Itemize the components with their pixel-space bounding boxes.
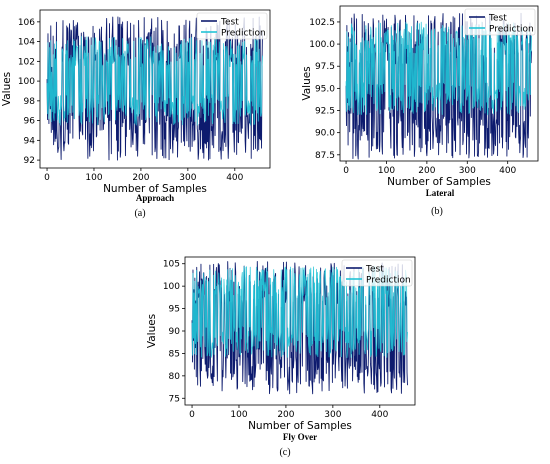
chart-b-ytick-label: 90.0 <box>315 129 335 139</box>
chart-a-ytick-label: 94 <box>24 136 36 146</box>
chart-a-ytick-label: 96 <box>24 117 36 127</box>
chart-c-ytick-label: 80 <box>169 372 181 382</box>
chart-b-xtick-label: 300 <box>459 166 476 176</box>
chart-b-sublabel: (b) <box>431 206 443 217</box>
chart-b-ytick-label: 97.5 <box>315 62 335 72</box>
chart-c-xtick-label: 0 <box>189 410 195 420</box>
chart-a-xtick-label: 400 <box>226 173 243 183</box>
chart-b-ytick-label: 102.5 <box>309 18 335 28</box>
chart-c-legend-label-prediction: Prediction <box>366 276 411 286</box>
chart-c-xtick-label: 300 <box>324 410 341 420</box>
chart-b-ytick-label: 92.5 <box>315 107 335 117</box>
chart-c-ytick-label: 95 <box>169 305 180 315</box>
chart-c-ytick-label: 105 <box>163 260 180 270</box>
chart-c-title: Fly Over <box>282 432 318 442</box>
chart-c-series-prediction-line <box>191 265 408 359</box>
chart-c-xtick-label: 100 <box>230 410 247 420</box>
chart-b-series-prediction-line <box>345 21 532 116</box>
chart-a-series-prediction-line <box>46 36 263 126</box>
chart-a-title: Approach <box>135 193 175 203</box>
chart-c-xtick-label: 400 <box>371 410 388 420</box>
chart-b-title: Lateral <box>425 188 455 198</box>
chart-a-ytick-label: 102 <box>18 57 35 67</box>
chart-a-ytick-label: 92 <box>24 156 35 166</box>
chart-c: 0 100 200 300 400 75 80 85 90 95 100 105 Number of S… <box>146 256 416 432</box>
chart-b-ytick-label: 100.0 <box>309 40 335 50</box>
chart-b-xtick-label: 0 <box>343 166 349 176</box>
chart-b-ytick-label: 95.0 <box>315 84 335 94</box>
chart-b-legend-label-test: Test <box>488 14 507 24</box>
chart-b-ytick-label: 87.5 <box>315 151 335 161</box>
chart-a: 0 100 200 300 400 92 94 96 98 100 102 104 106 Number … <box>1 9 271 195</box>
chart-b-xtick-label: 400 <box>499 166 516 176</box>
chart-c-ytick-label: 85 <box>169 349 180 359</box>
chart-c-ytick-label: 90 <box>169 327 181 337</box>
chart-c-ylabel: Values <box>146 314 158 348</box>
chart-a-sublabel: (a) <box>134 208 146 219</box>
chart-b-ylabel: Values <box>301 66 313 100</box>
chart-a-ylabel: Values <box>1 72 13 106</box>
chart-a-ytick-label: 98 <box>24 97 36 107</box>
chart-a-ytick-label: 100 <box>18 77 35 87</box>
chart-c-ytick-label: 75 <box>169 394 180 404</box>
chart-c-xlabel: Number of Samples <box>248 420 352 432</box>
chart-c-sublabel: (c) <box>279 447 291 458</box>
chart-a-xtick-label: 300 <box>179 173 196 183</box>
chart-b: 0 100 200 300 400 87.5 90.0 92.5 95.0 97.5 100.0 10… <box>301 5 539 188</box>
chart-a-xlabel: Number of Samples <box>103 183 207 195</box>
chart-c-legend-label-test: Test <box>365 265 384 275</box>
chart-c-xtick-label: 200 <box>277 410 294 420</box>
chart-c-ytick-label: 100 <box>163 282 180 292</box>
chart-b-xtick-label: 100 <box>378 166 395 176</box>
chart-a-xtick-label: 100 <box>85 173 102 183</box>
chart-a-xtick-label: 0 <box>44 173 50 183</box>
chart-a-legend-label-test: Test <box>220 18 239 28</box>
chart-b-xtick-label: 200 <box>418 166 435 176</box>
chart-a-xtick-label: 200 <box>132 173 149 183</box>
chart-a-ytick-label: 104 <box>18 38 35 48</box>
chart-a-legend-label-prediction: Prediction <box>221 29 266 39</box>
chart-b-legend-label-prediction: Prediction <box>489 25 534 35</box>
chart-b-xlabel: Number of Samples <box>387 176 491 188</box>
chart-a-ytick-label: 106 <box>18 18 35 28</box>
